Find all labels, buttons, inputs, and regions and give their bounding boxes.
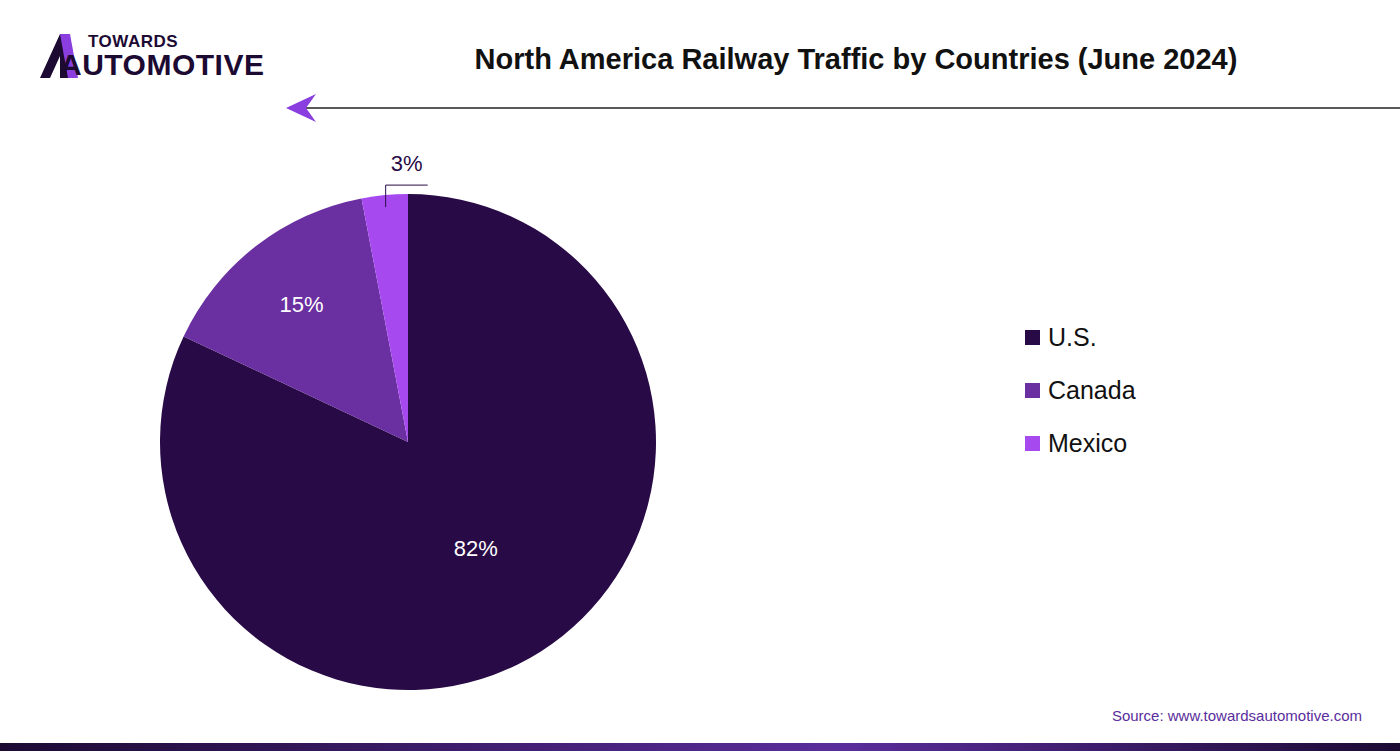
html-text:AUTOMOTIVE: AUTOMOTIVE [60,48,265,81]
html-text:U.S.: U.S. [1048,323,1097,351]
html-text:North America Railway Traffic: North America Railway Traffic by Countri… [474,43,1238,75]
svg-text:3%: 3% [391,151,423,176]
html-text:Canada: Canada [1048,376,1136,404]
html-text:Source: www.towardsautomotive.: Source: www.towardsautomotive.com [1111,707,1362,724]
html-text:Mexico: Mexico [1048,429,1128,457]
svg-text:15%: 15% [280,292,324,317]
svg-text:82%: 82% [454,536,498,561]
html-text:TOWARDS: TOWARDS [88,32,179,51]
